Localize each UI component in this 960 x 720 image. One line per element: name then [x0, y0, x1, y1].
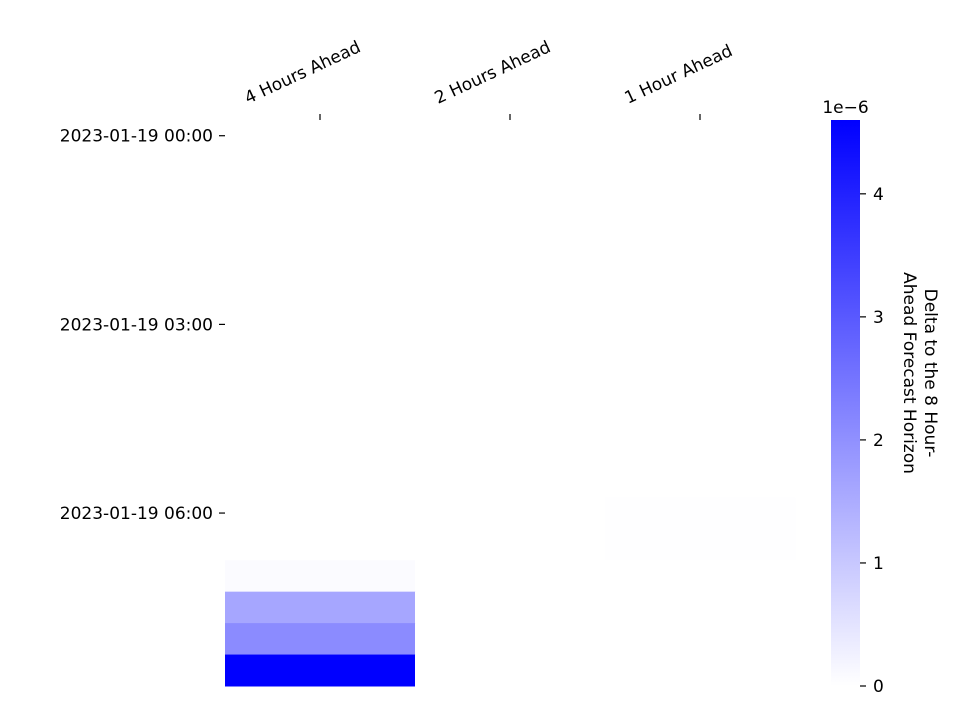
heatmap-cell [225, 591, 416, 624]
heatmap-cells [225, 120, 796, 687]
heatmap-cell [605, 434, 796, 467]
heatmap-cell [415, 120, 606, 152]
heatmap-cell [225, 654, 416, 687]
heatmap-cell [415, 591, 606, 624]
colorbar-tick-label: 2 [873, 431, 884, 451]
heatmap-cell [415, 277, 606, 310]
heatmap-cell [225, 277, 416, 310]
heatmap-cell [225, 245, 416, 278]
heatmap-cell [605, 528, 796, 561]
heatmap-cell [605, 340, 796, 373]
heatmap-cell [225, 371, 416, 404]
colorbar-tick-label: 4 [873, 185, 884, 205]
column-tick-label: 1 Hour Ahead [622, 41, 736, 108]
heatmap-cell [415, 654, 606, 687]
row-tick-label: 2023-01-19 03:00 [60, 315, 213, 335]
heatmap-cell [225, 120, 416, 152]
heatmap-cell [605, 560, 796, 593]
column-ticks: 4 Hours Ahead 2 Hours Ahead 1 Hour Ahead [242, 37, 736, 120]
colorbar [831, 120, 860, 686]
heatmap-cell [605, 623, 796, 656]
heatmap-cell [415, 245, 606, 278]
row-ticks: 2023-01-19 00:00 2023-01-19 03:00 2023-01-… [60, 127, 225, 524]
colorbar-tick-label: 0 [873, 677, 884, 697]
colorbar-title: Delta to the 8 Hour-Ahead Forecast Horiz… [899, 272, 940, 474]
heatmap-cell [415, 182, 606, 215]
row-tick-label: 2023-01-19 00:00 [60, 127, 213, 147]
heatmap-cell [605, 654, 796, 687]
heatmap-cell [225, 623, 416, 656]
heatmap-cell [415, 214, 606, 247]
column-tick-label: 2 Hours Ahead [432, 37, 554, 108]
heatmap-cell [225, 182, 416, 215]
heatmap-cell [225, 560, 416, 593]
heatmap-cell [605, 465, 796, 498]
heatmap-cell [605, 403, 796, 435]
colorbar-title-line: Delta to the 8 Hour- [920, 289, 940, 458]
heatmap-cell [605, 182, 796, 215]
heatmap-cell [225, 403, 416, 435]
heatmap-cell [225, 214, 416, 247]
heatmap-cell [605, 120, 796, 152]
colorbar-tick-label: 1 [873, 554, 884, 574]
heatmap-cell [415, 528, 606, 561]
colorbar-multiplier: 1e−6 [822, 98, 868, 118]
heatmap-cell [605, 277, 796, 310]
heatmap-cell [415, 623, 606, 656]
heatmap-cell [415, 371, 606, 404]
heatmap-cell [415, 403, 606, 435]
heatmap-cell [605, 497, 796, 530]
colorbar-tick-label: 3 [873, 308, 884, 328]
heatmap-cell [605, 151, 796, 184]
column-tick-label: 4 Hours Ahead [242, 37, 364, 108]
heatmap-cell [415, 497, 606, 530]
heatmap-cell [225, 151, 416, 184]
heatmap-cell [415, 465, 606, 498]
heatmap-cell [605, 245, 796, 278]
heatmap-cell [415, 560, 606, 593]
heatmap-cell [415, 434, 606, 467]
colorbar-ticks: 0 1 2 3 4 [860, 185, 884, 697]
heatmap-cell [225, 465, 416, 498]
heatmap-cell [415, 340, 606, 373]
heatmap-cell [605, 214, 796, 247]
heatmap-cell [225, 340, 416, 373]
row-tick-label: 2023-01-19 06:00 [60, 504, 213, 524]
heatmap-cell [605, 591, 796, 624]
heatmap-cell [415, 151, 606, 184]
heatmap-cell [605, 308, 796, 341]
heatmap-cell [225, 497, 416, 530]
heatmap-cell [225, 308, 416, 341]
heatmap-cell [415, 308, 606, 341]
colorbar-title-line: Ahead Forecast Horizon [899, 272, 919, 474]
heatmap-cell [225, 434, 416, 467]
heatmap-cell [605, 371, 796, 404]
heatmap-cell [225, 528, 416, 561]
